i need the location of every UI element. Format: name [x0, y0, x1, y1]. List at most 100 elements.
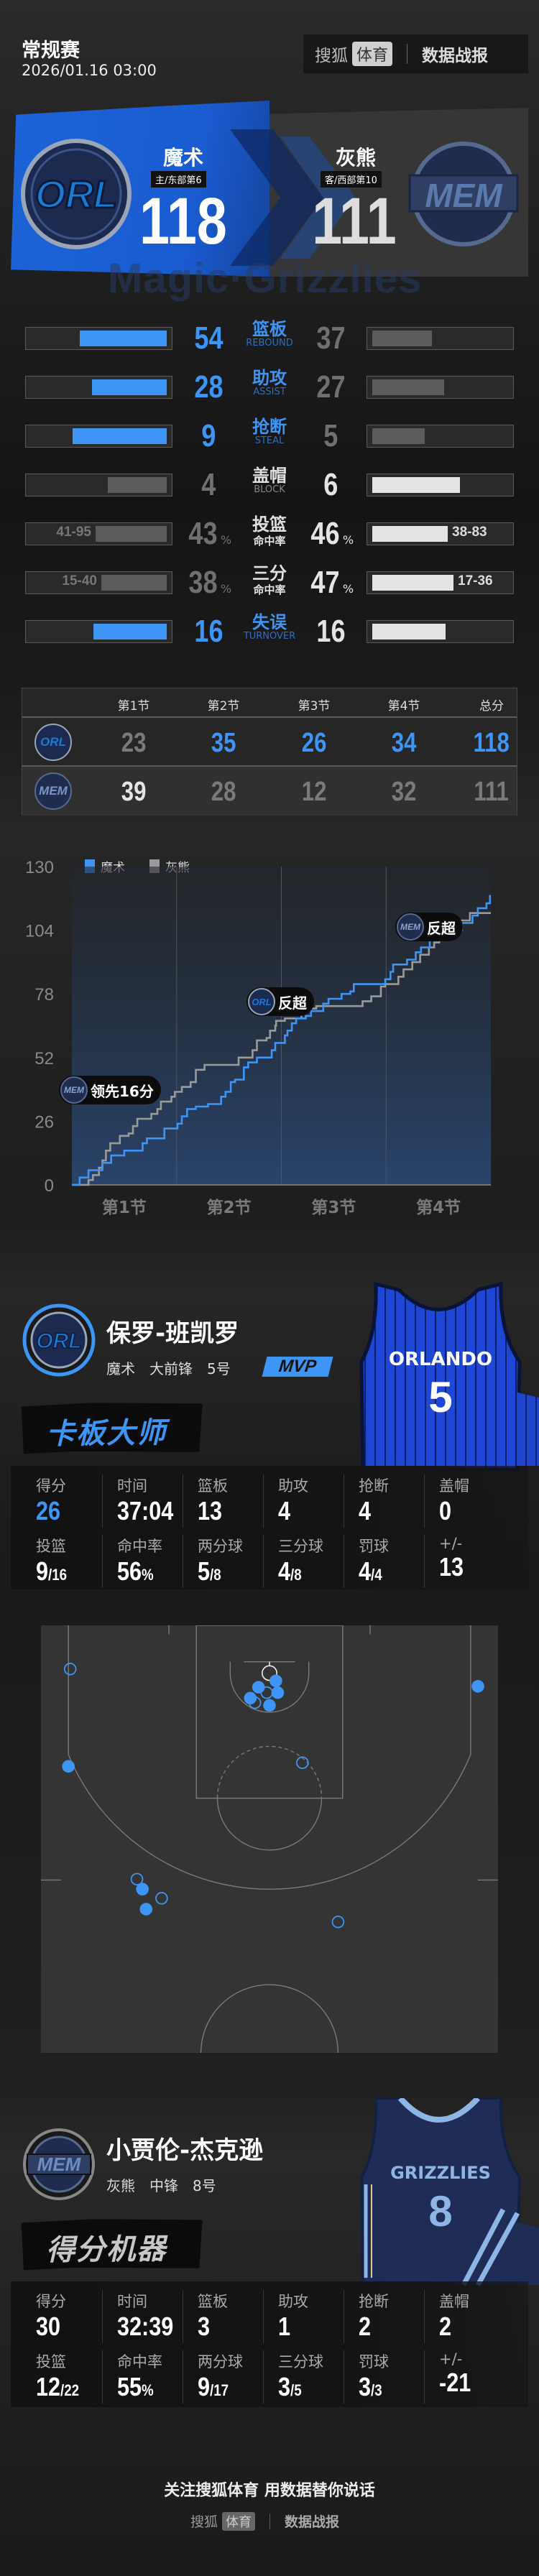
shot-made [272, 1687, 284, 1699]
quarter-score: 26 [301, 728, 327, 758]
shot-missed [297, 1757, 308, 1768]
home-stat-value: 16 [193, 614, 224, 649]
home-stat-bar-track: 41-95 [25, 522, 172, 545]
away-stat-value: 5 [323, 418, 338, 453]
player-stat-cell: 助攻 1 [263, 2290, 344, 2343]
away-stat-value-wrap: 5 [306, 417, 355, 454]
mvp-badge: MVP [262, 1357, 333, 1377]
away-stat-value: 37 [315, 320, 346, 356]
player-stat-cell: 篮板 13 [183, 1474, 263, 1528]
stat-sublabel: BLOCK [254, 484, 285, 495]
quarter-cell: 39 [101, 775, 166, 808]
quarter-score: 35 [211, 728, 236, 758]
away-team-name: 灰熊 [335, 146, 376, 170]
footer-brand-logo: 搜狐 体育 数据战报 [190, 2511, 339, 2531]
brand-sports: 体育 [352, 42, 393, 66]
player-stat-value: 2 [359, 2312, 372, 2341]
annotation-text: 反超 [427, 919, 456, 937]
player-stat-label: 命中率 [117, 2353, 162, 2370]
annotation-mem-lead-change: MEM 反超 [395, 913, 463, 941]
orl-mini-logo-icon: ORL [248, 988, 275, 1015]
player2-title-banner: 得分机器 [22, 2218, 203, 2271]
player-stat-cell: 助攻 4 [263, 1474, 344, 1528]
player-stat-cell: 命中率 56% [102, 1535, 183, 1588]
home-stat-value-wrap: 4 [184, 466, 233, 503]
quarter-cell: 118 [459, 726, 524, 759]
away-stat-value: 16 [315, 614, 346, 649]
player-stat-value-wrap: 3/3 [359, 2372, 382, 2402]
y-tick-label: 130 [25, 858, 54, 877]
player-stat-value-wrap: 56% [117, 1556, 154, 1587]
stat-label: 投篮 [252, 514, 287, 535]
stat-label: 失误 [252, 612, 287, 632]
away-stat-unit: % [342, 582, 354, 596]
score-flow-chart: 0 26 52 78 104 130 第1节 第2节 第3节 第4节 [25, 858, 492, 1217]
paint [196, 1625, 343, 1799]
player-stat-value: 9 [198, 2372, 211, 2401]
player-stat-value: 4 [278, 1556, 291, 1586]
player-stat-label: 投篮 [36, 1538, 66, 1555]
footer-brand-sohu: 搜狐 [190, 2514, 218, 2530]
quarter-cell: 111 [459, 775, 524, 808]
away-team-logo: MEM [408, 142, 519, 246]
home-stat-value: 9 [201, 418, 216, 453]
player-stat-label: 三分球 [278, 1538, 323, 1555]
x-tick-label: 第2节 [207, 1198, 252, 1217]
shot-made [264, 1700, 275, 1712]
stat-sublabel: 命中率 [253, 535, 286, 548]
player-stat-suffix: /4 [371, 1566, 382, 1584]
player-stat-value: 3 [359, 2372, 372, 2401]
home-stat-bar [73, 428, 167, 444]
player-stat-value-wrap: 4 [278, 1496, 290, 1526]
player1-stats-grid: 得分 26 时间 37:04 篮板 13 助攻 4 抢断 4 盖帽 0 投篮 9/16 命中率 56% 两分球 5… [11, 1466, 528, 1589]
shot-made [140, 1903, 152, 1915]
stat-sublabel: STEAL [254, 435, 285, 446]
shot-missed [333, 1916, 344, 1928]
home-stat-bar [96, 526, 167, 542]
stat-label: 篮板 [252, 319, 287, 339]
shot-missed [65, 1663, 76, 1675]
player-stat-value: 3 [198, 2312, 211, 2341]
player-stat-value: 3 [278, 2372, 291, 2401]
home-stat-value: 54 [193, 320, 224, 356]
y-tick-label: 104 [25, 922, 54, 941]
quarter-score-table: 第1节 第2节 第3节 第4节 总分 ORL 23 35 26 34 118 MEM 39 28 12 3… [22, 688, 517, 816]
quarter-header: 总分 [479, 699, 504, 714]
home-stat-bar-track: 15-40 [25, 571, 172, 594]
player-stat-cell: +/- -21 [424, 2350, 505, 2404]
hash-marks [41, 1625, 498, 1880]
home-stat-value: 4 [201, 467, 216, 502]
player-stat-suffix: /16 [48, 1566, 68, 1584]
player-stat-cell: 投篮 9/16 [22, 1535, 102, 1588]
away-stat-bar-track [367, 474, 514, 497]
player2-stats-grid: 得分 30 时间 32:39 篮板 3 助攻 1 抢断 2 盖帽 2 投篮 12/22 命中率 55% 两分球 9… [11, 2281, 528, 2407]
player-stat-value: 56 [117, 1556, 142, 1586]
shot-made [472, 1681, 484, 1692]
player-stat-label: 抢断 [359, 2293, 389, 2310]
player-stat-label: 篮板 [198, 2293, 228, 2310]
player-stat-value-wrap: 2 [439, 2312, 451, 2342]
away-stat-value-wrap: 6 [306, 466, 355, 503]
quarter-score: 118 [473, 728, 510, 758]
player-stat-value-wrap: 0 [439, 1496, 451, 1526]
shot-missed [132, 1873, 143, 1885]
player-stat-label: 盖帽 [439, 2293, 469, 2310]
player1-info: 魔术 大前锋 5号 [106, 1357, 231, 1378]
home-stat-value-wrap: 54 [184, 320, 233, 356]
shot-missed [261, 1687, 272, 1699]
away-stat-unit: % [342, 533, 354, 547]
player-stat-value-wrap: 32:39 [117, 2312, 173, 2342]
quarter-header: 第4节 [387, 699, 420, 714]
player-stat-cell: 罚球 4/4 [344, 1535, 424, 1588]
away-stat-value-wrap: 46% [306, 515, 355, 552]
player-stat-value-wrap: 4 [359, 1496, 371, 1526]
player-stat-cell: +/- 13 [424, 1535, 505, 1588]
svg-text:5: 5 [428, 1373, 452, 1421]
y-tick-label: 52 [34, 1049, 54, 1068]
home-stat-detail: 15-40 [62, 573, 97, 588]
shot-made [137, 1883, 148, 1895]
home-stat-bar [101, 575, 167, 591]
home-stat-unit: % [220, 533, 232, 547]
home-stat-value: 38 [188, 565, 218, 600]
brand-logo: 搜狐 体育 数据战报 [303, 34, 528, 73]
